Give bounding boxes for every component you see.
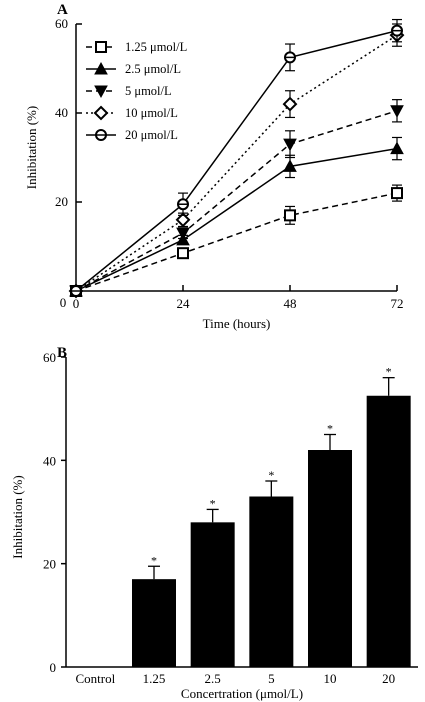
series-line: [75, 147, 398, 292]
data-point: [175, 212, 191, 228]
data-point: [282, 96, 298, 112]
legend-marker: [95, 41, 107, 53]
data-point: [391, 187, 403, 200]
x-tick-label: 2.5: [205, 671, 221, 686]
y-axis-title: Inhibitation (%): [10, 475, 25, 558]
bar: [308, 450, 352, 667]
y-axis-title: Inhibitation (%): [24, 106, 39, 189]
x-tick-label: 72: [391, 296, 404, 311]
x-tick-label: 0: [73, 296, 80, 311]
panel-a-letter: A: [57, 2, 68, 18]
panel-b-bar-chart: B 0 20 40 60 Control * 1.25 * 2.5 * 5 * 10 * 20 Concert…: [10, 345, 418, 701]
significance-marker: *: [268, 468, 274, 482]
data-point: [390, 105, 404, 118]
series-line: [75, 110, 398, 292]
series-1: [70, 184, 403, 297]
bar: [366, 395, 411, 667]
series-2: [69, 136, 404, 297]
y-tick-label: 0: [50, 660, 57, 675]
legend-label: 10 μmol/L: [125, 106, 178, 120]
data-point: [283, 138, 297, 152]
legend: 1.25 μmol/L 2.5 μmol/L 5 μmol/L 10 μmol/L 20…: [86, 40, 187, 142]
x-tick-label: 10: [324, 671, 337, 686]
significance-marker: *: [386, 365, 392, 379]
data-point: [390, 141, 404, 155]
data-point: [177, 247, 189, 260]
x-axis-title: Concertration (μmol/L): [181, 686, 303, 701]
bar: [249, 496, 294, 667]
x-axis-title: Time (hours): [203, 316, 271, 331]
data-point: [283, 159, 297, 172]
legend-marker: [94, 61, 108, 75]
significance-marker: *: [327, 422, 333, 436]
y-tick-label: 40: [43, 453, 56, 468]
series-line: [75, 192, 398, 292]
legend-marker: [93, 105, 109, 121]
series-3: [69, 99, 404, 299]
bar: [190, 522, 235, 667]
legend-label: 5 μmol/L: [125, 84, 172, 98]
origin-label: 0: [60, 295, 67, 310]
significance-marker: *: [151, 553, 157, 567]
legend-marker: [94, 85, 108, 99]
bar: [132, 579, 176, 667]
x-tick-label: 5: [268, 671, 275, 686]
y-tick-label: 60: [55, 16, 68, 31]
data-point: [284, 209, 296, 222]
legend-label: 20 μmol/L: [125, 128, 178, 142]
x-tick-label: Control: [75, 671, 115, 686]
legend-label: 2.5 μmol/L: [125, 62, 181, 76]
x-tick-label: 24: [177, 296, 191, 311]
panel-b-letter: B: [57, 345, 67, 361]
y-tick-label: 40: [55, 105, 68, 120]
panel-a-line-chart: A 0 24 48 72 20 40 60 0 Time (hours) Inhibitation…: [24, 2, 405, 331]
x-tick-label: 1.25: [143, 671, 166, 686]
y-tick-label: 60: [43, 350, 56, 365]
significance-marker: *: [210, 496, 216, 510]
legend-label: 1.25 μmol/L: [125, 40, 187, 54]
x-tick-label: 20: [382, 671, 395, 686]
y-tick-label: 20: [55, 194, 68, 209]
series-line: [75, 29, 398, 292]
series-5: [70, 18, 403, 297]
x-tick-label: 48: [284, 296, 297, 311]
data-point: [176, 227, 190, 241]
y-tick-label: 20: [43, 557, 56, 572]
